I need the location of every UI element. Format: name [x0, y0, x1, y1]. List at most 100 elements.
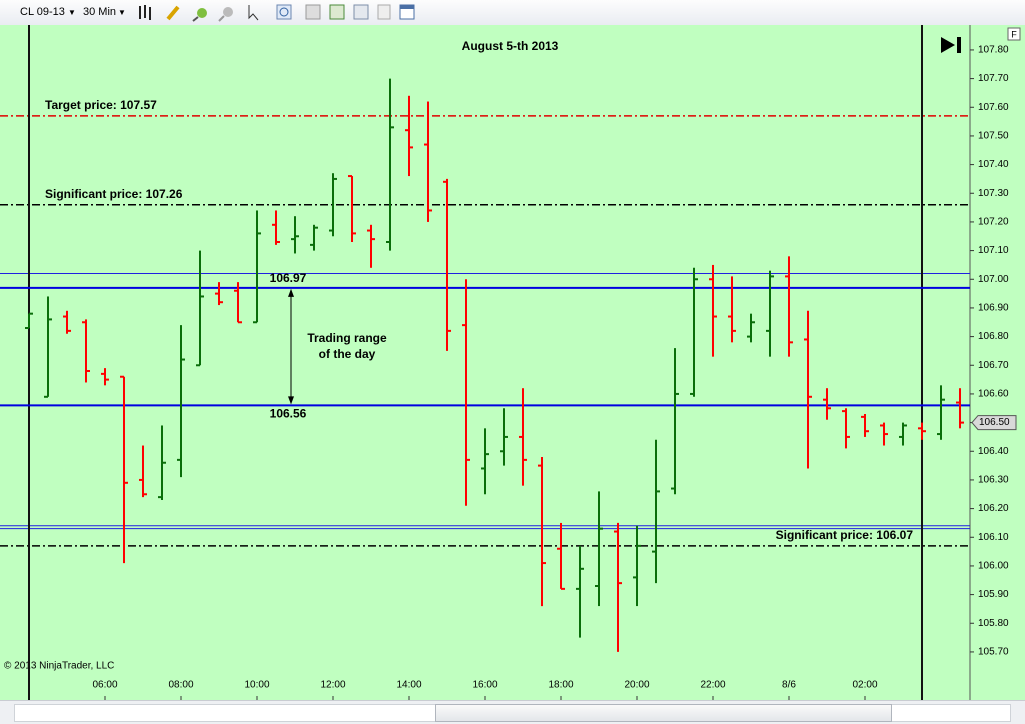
ohlc-bar [291, 216, 299, 254]
x-tick-label: 22:00 [700, 680, 725, 691]
ohlc-bar [481, 428, 489, 495]
ohlc-bar [557, 522, 565, 590]
x-tick-label: 14:00 [396, 680, 421, 691]
zoom-out-icon[interactable] [218, 7, 233, 22]
range-note: Trading range [307, 331, 387, 345]
y-tick-label: 107.50 [978, 131, 1009, 142]
cursor-icon[interactable] [248, 5, 259, 21]
y-tick-label: 106.60 [978, 389, 1009, 400]
ohlc-bar [595, 491, 603, 607]
chart-title: August 5-th 2013 [462, 39, 559, 53]
instrument-select[interactable]: CL 09-13 [20, 6, 65, 18]
indicator-icon[interactable] [329, 4, 345, 20]
ohlc-bar [861, 414, 869, 437]
ohlc-bar [747, 313, 755, 343]
x-tick-label: 18:00 [548, 680, 573, 691]
interval-select[interactable]: 30 Min [83, 6, 117, 18]
y-tick-label: 107.60 [978, 102, 1009, 113]
zoom-in-icon[interactable] [192, 8, 207, 22]
y-tick-label: 107.10 [978, 245, 1009, 256]
x-tick-label: 20:00 [624, 680, 649, 691]
panel-button[interactable] [1007, 27, 1021, 41]
ohlc-bar [177, 325, 185, 478]
y-tick-label: 106.90 [978, 303, 1009, 314]
scroll-thumb[interactable] [435, 704, 892, 722]
ohlc-bar [63, 310, 71, 334]
ohlc-bar [82, 319, 90, 383]
chart-background [0, 25, 1025, 700]
x-tick-label: 16:00 [472, 680, 497, 691]
range-label: 106.97 [270, 271, 307, 285]
ohlc-bar [766, 270, 774, 357]
ohlc-bar [424, 101, 432, 222]
ohlc-bar [25, 312, 33, 329]
draw-icon[interactable] [166, 5, 180, 21]
toolbar-icons [139, 4, 415, 22]
ohlc-bar [196, 250, 204, 367]
y-tick-label: 107.20 [978, 217, 1009, 228]
ohlc-bar [234, 282, 242, 324]
bar-type-icon[interactable] [139, 5, 151, 20]
y-tick-label: 106.00 [978, 561, 1009, 572]
x-tick-label: 10:00 [244, 680, 269, 691]
ohlc-bar [329, 173, 337, 237]
y-tick-label: 106.20 [978, 503, 1009, 514]
range-note: of the day [319, 347, 376, 361]
dropdown-arrow[interactable]: ▼ [68, 8, 76, 17]
search-icon[interactable] [276, 4, 292, 20]
ohlc-bar [44, 296, 52, 398]
scrollbar[interactable] [0, 700, 1025, 724]
x-tick-label: 08:00 [168, 680, 193, 691]
data-icon[interactable] [377, 4, 391, 20]
ohlc-bar [899, 422, 907, 446]
y-tick-label: 107.80 [978, 45, 1009, 56]
ohlc-bar [405, 95, 413, 177]
y-tick-label: 106.30 [978, 475, 1009, 486]
y-tick-label: 105.70 [978, 647, 1009, 658]
ohlc-bar [956, 388, 964, 429]
ohlc-bar [310, 224, 318, 251]
strategy-icon[interactable] [353, 4, 369, 20]
scroll-end-icon[interactable] [941, 37, 961, 53]
y-tick-label: 106.10 [978, 532, 1009, 543]
props-icon[interactable] [305, 4, 321, 20]
ohlc-bar [671, 348, 679, 495]
ohlc-bar [576, 545, 584, 638]
ohlc-bar [804, 310, 812, 469]
dropdown-arrow[interactable]: ▼ [118, 8, 126, 17]
ohlc-bar [652, 439, 660, 584]
ohlc-bar [101, 368, 109, 386]
ohlc-bar [139, 445, 147, 498]
y-tick-label: 107.70 [978, 73, 1009, 84]
ohlc-bar [519, 388, 527, 486]
ohlc-bar [158, 425, 166, 500]
price-line-label: Target price: 107.57 [45, 98, 157, 112]
last-price-box [971, 415, 1017, 431]
ohlc-bar [633, 525, 641, 607]
ohlc-bar [614, 522, 622, 652]
last-price-label: 106.50 [979, 417, 1010, 428]
ohlc-bar [690, 267, 698, 397]
toolbar: CL 09-13 ▼ 30 Min ▼ [0, 0, 1025, 26]
ohlc-bar [823, 388, 831, 420]
ohlc-bar [443, 178, 451, 351]
y-tick-label: 107.00 [978, 274, 1009, 285]
y-tick-label: 106.80 [978, 331, 1009, 342]
window-icon[interactable] [399, 4, 415, 20]
ohlc-bar [272, 210, 280, 245]
ohlc-bar [842, 408, 850, 449]
ohlc-bar [728, 276, 736, 343]
ohlc-bar [709, 264, 717, 357]
ohlc-bar [462, 279, 470, 506]
y-tick-label: 106.40 [978, 446, 1009, 457]
x-tick-label: 06:00 [92, 680, 117, 691]
copyright: © 2013 NinjaTrader, LLC [4, 661, 114, 672]
x-tick-label: 8/6 [782, 680, 796, 691]
ohlc-bar [120, 375, 128, 564]
panel-button-label[interactable]: F [1011, 29, 1017, 39]
ohlc-bar [880, 422, 888, 446]
y-tick-label: 105.90 [978, 589, 1009, 600]
y-tick-label: 107.30 [978, 188, 1009, 199]
arrow-head [288, 288, 294, 297]
